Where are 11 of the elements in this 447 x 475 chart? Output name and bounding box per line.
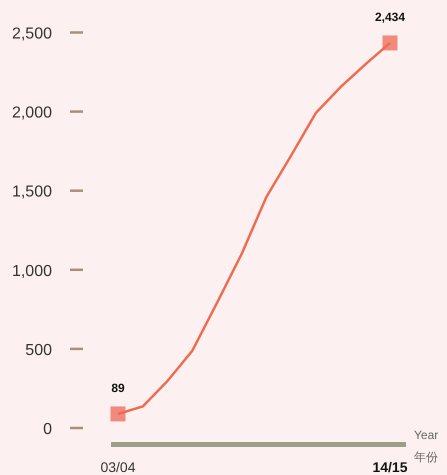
y-tick-label: 1,500 [12, 184, 52, 201]
y-tick-label: 2,000 [12, 104, 52, 122]
y-tick-label: 2,500 [12, 26, 52, 42]
y-tick-label: 1,000 [12, 262, 52, 280]
y-tick-label: 500 [25, 342, 52, 359]
data-label: 89 [111, 380, 125, 395]
x-tick-label: 14/15 [372, 459, 408, 475]
x-tick-label: 03/04 [100, 459, 136, 475]
data-label: 2,434 [374, 10, 406, 24]
y-tick-label: 0 [43, 421, 52, 438]
x-axis-title: Year 年份 [414, 428, 438, 464]
